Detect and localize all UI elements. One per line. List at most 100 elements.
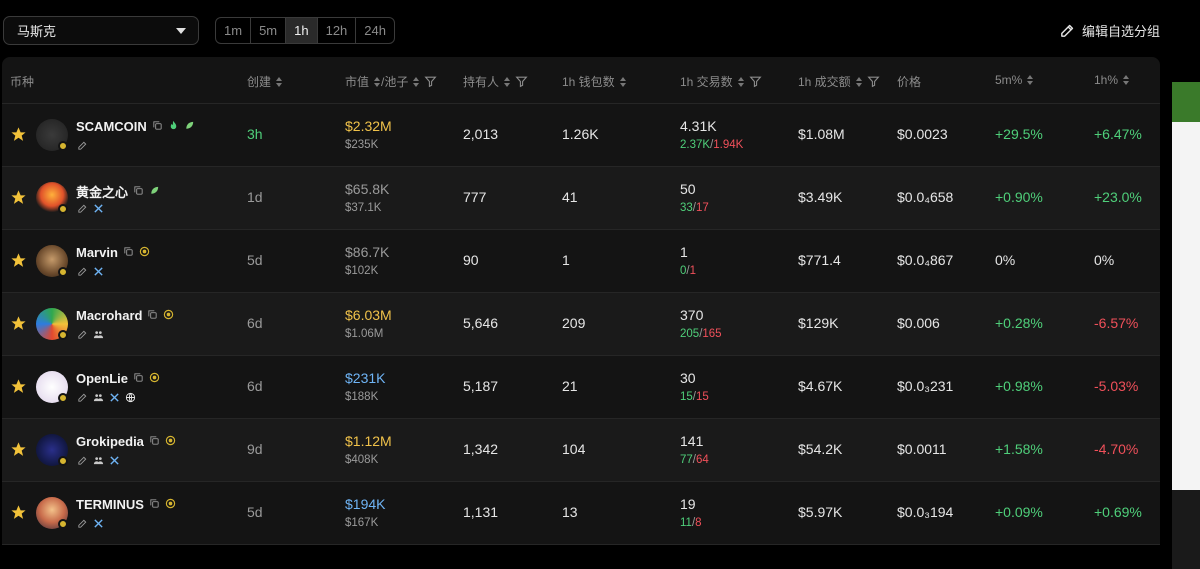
buy-count: 15 bbox=[680, 391, 693, 403]
buy-sell-split: 0/1 bbox=[680, 265, 696, 277]
token-name[interactable]: Marvin bbox=[76, 245, 150, 260]
token-links bbox=[77, 390, 136, 408]
buy-sell-split: 15/15 bbox=[680, 391, 709, 403]
pencil-icon[interactable] bbox=[77, 264, 88, 282]
x-social-icon[interactable] bbox=[109, 453, 120, 471]
buy-sell-split: 2.37K/1.94K bbox=[680, 139, 743, 151]
x-social-icon[interactable] bbox=[109, 390, 120, 408]
header-txs[interactable]: 1h 交易数 bbox=[680, 73, 762, 90]
x-social-icon[interactable] bbox=[93, 264, 104, 282]
pencil-icon[interactable] bbox=[77, 390, 88, 408]
table-row[interactable]: Macrohard 6d $6.03M $1.06M 5,646 209 370… bbox=[2, 293, 1160, 356]
header-wallets[interactable]: 1h 钱包数 bbox=[562, 73, 626, 90]
copy-icon[interactable] bbox=[147, 308, 158, 323]
star-icon[interactable] bbox=[10, 441, 27, 458]
community-icon[interactable] bbox=[93, 453, 104, 471]
table-row[interactable]: SCAMCOIN 3h $2.32M $235K 2,013 1.26K 4.3… bbox=[2, 104, 1160, 167]
sort-icon bbox=[855, 76, 862, 87]
chevron-down-icon bbox=[176, 28, 186, 34]
pencil-icon[interactable] bbox=[77, 453, 88, 471]
star-icon[interactable] bbox=[10, 252, 27, 269]
split-separator: / bbox=[692, 391, 696, 403]
table-row[interactable]: TERMINUS 5d $194K $167K 1,131 13 19 11/8… bbox=[2, 482, 1160, 545]
buy-sell-split: 77/64 bbox=[680, 454, 709, 466]
x-social-icon[interactable] bbox=[93, 516, 104, 534]
globe-icon[interactable] bbox=[125, 390, 136, 408]
tx-count: 4.31K bbox=[680, 118, 717, 134]
timeframe-1h[interactable]: 1h bbox=[286, 18, 318, 43]
filter-icon[interactable] bbox=[867, 75, 880, 88]
header-pool-label: /池子 bbox=[381, 75, 409, 89]
x-social-icon[interactable] bbox=[93, 201, 104, 219]
table-row[interactable]: 黄金之心 1d $65.8K $37.1K 777 41 50 33/17 $3… bbox=[2, 167, 1160, 230]
copy-icon[interactable] bbox=[149, 434, 160, 449]
header-created[interactable]: 创建 bbox=[247, 73, 283, 90]
watchlist-group-select[interactable]: 马斯克 bbox=[3, 16, 199, 45]
header-price[interactable]: 价格 bbox=[897, 73, 921, 90]
token-name[interactable]: TERMINUS bbox=[76, 497, 176, 512]
table-row[interactable]: OpenLie 6d $231K $188K 5,187 21 30 15/15… bbox=[2, 356, 1160, 419]
token-links bbox=[77, 516, 104, 534]
token-links bbox=[77, 327, 104, 345]
copy-icon[interactable] bbox=[123, 245, 134, 260]
timeframe-24h[interactable]: 24h bbox=[364, 23, 386, 38]
timeframe-12h[interactable]: 12h bbox=[318, 18, 357, 43]
volume: $771.4 bbox=[798, 252, 841, 268]
buy-count: 0 bbox=[680, 265, 687, 277]
tx-count: 370 bbox=[680, 307, 704, 323]
price: $0.0₃231 bbox=[897, 378, 954, 394]
table-row[interactable]: Grokipedia 9d $1.12M $408K 1,342 104 141… bbox=[2, 419, 1160, 482]
token-name[interactable]: OpenLie bbox=[76, 371, 160, 386]
filter-icon[interactable] bbox=[424, 75, 437, 88]
sell-count: 1 bbox=[689, 265, 697, 277]
holders-count: 90 bbox=[463, 252, 479, 268]
copy-icon[interactable] bbox=[149, 497, 160, 512]
market-cap: $231K bbox=[345, 370, 386, 386]
token-links bbox=[77, 138, 88, 156]
wallets-count: 1.26K bbox=[562, 126, 599, 142]
star-icon[interactable] bbox=[10, 315, 27, 332]
header-5m-change[interactable]: 5m% bbox=[995, 73, 1034, 87]
header-holders-label: 持有人 bbox=[463, 75, 500, 89]
chain-badge-icon bbox=[58, 393, 68, 403]
sell-count: 8 bbox=[695, 517, 702, 529]
token-name[interactable]: SCAMCOIN bbox=[76, 119, 195, 134]
market-cap: $194K bbox=[345, 496, 386, 512]
change-5m: 0% bbox=[995, 252, 1016, 268]
star-icon[interactable] bbox=[10, 126, 27, 143]
holders-count: 5,646 bbox=[463, 315, 499, 331]
token-name[interactable]: 黄金之心 bbox=[76, 182, 160, 201]
pencil-icon[interactable] bbox=[77, 516, 88, 534]
table-row[interactable]: Marvin 5d $86.7K $102K 90 1 1 0/1 $771.4… bbox=[2, 230, 1160, 293]
community-icon[interactable] bbox=[93, 390, 104, 408]
toolbar: 马斯克 1m 5m 1h 12h 24h 编辑自选分组 bbox=[0, 0, 1200, 58]
filter-icon[interactable] bbox=[515, 75, 528, 88]
market-cap: $86.7K bbox=[345, 244, 390, 260]
pencil-icon[interactable] bbox=[77, 201, 88, 219]
header-coin[interactable]: 币种 bbox=[10, 73, 34, 90]
token-age: 3h bbox=[247, 126, 263, 142]
copy-icon[interactable] bbox=[133, 371, 144, 386]
star-icon[interactable] bbox=[10, 504, 27, 521]
header-mcap[interactable]: 市值/池子 bbox=[345, 73, 437, 90]
header-volume[interactable]: 1h 成交额 bbox=[798, 73, 880, 90]
pencil-icon[interactable] bbox=[77, 138, 88, 156]
edit-group-button[interactable]: 编辑自选分组 bbox=[1059, 21, 1160, 40]
token-name[interactable]: Grokipedia bbox=[76, 434, 176, 449]
header-holders[interactable]: 持有人 bbox=[463, 73, 528, 90]
community-icon[interactable] bbox=[93, 327, 104, 345]
copy-icon[interactable] bbox=[133, 184, 144, 199]
star-icon[interactable] bbox=[10, 189, 27, 206]
star-icon[interactable] bbox=[10, 378, 27, 395]
pencil-icon[interactable] bbox=[77, 327, 88, 345]
header-1h-change[interactable]: 1h% bbox=[1094, 73, 1130, 87]
market-cap: $6.03M bbox=[345, 307, 392, 323]
change-1h: -6.57% bbox=[1094, 315, 1139, 331]
timeframe-1m[interactable]: 1m bbox=[216, 18, 252, 43]
buy-count: 11 bbox=[680, 517, 692, 529]
table-body: SCAMCOIN 3h $2.32M $235K 2,013 1.26K 4.3… bbox=[2, 104, 1160, 545]
timeframe-5m[interactable]: 5m bbox=[251, 18, 287, 43]
token-name[interactable]: Macrohard bbox=[76, 308, 174, 323]
filter-icon[interactable] bbox=[749, 75, 762, 88]
copy-icon[interactable] bbox=[152, 119, 163, 134]
